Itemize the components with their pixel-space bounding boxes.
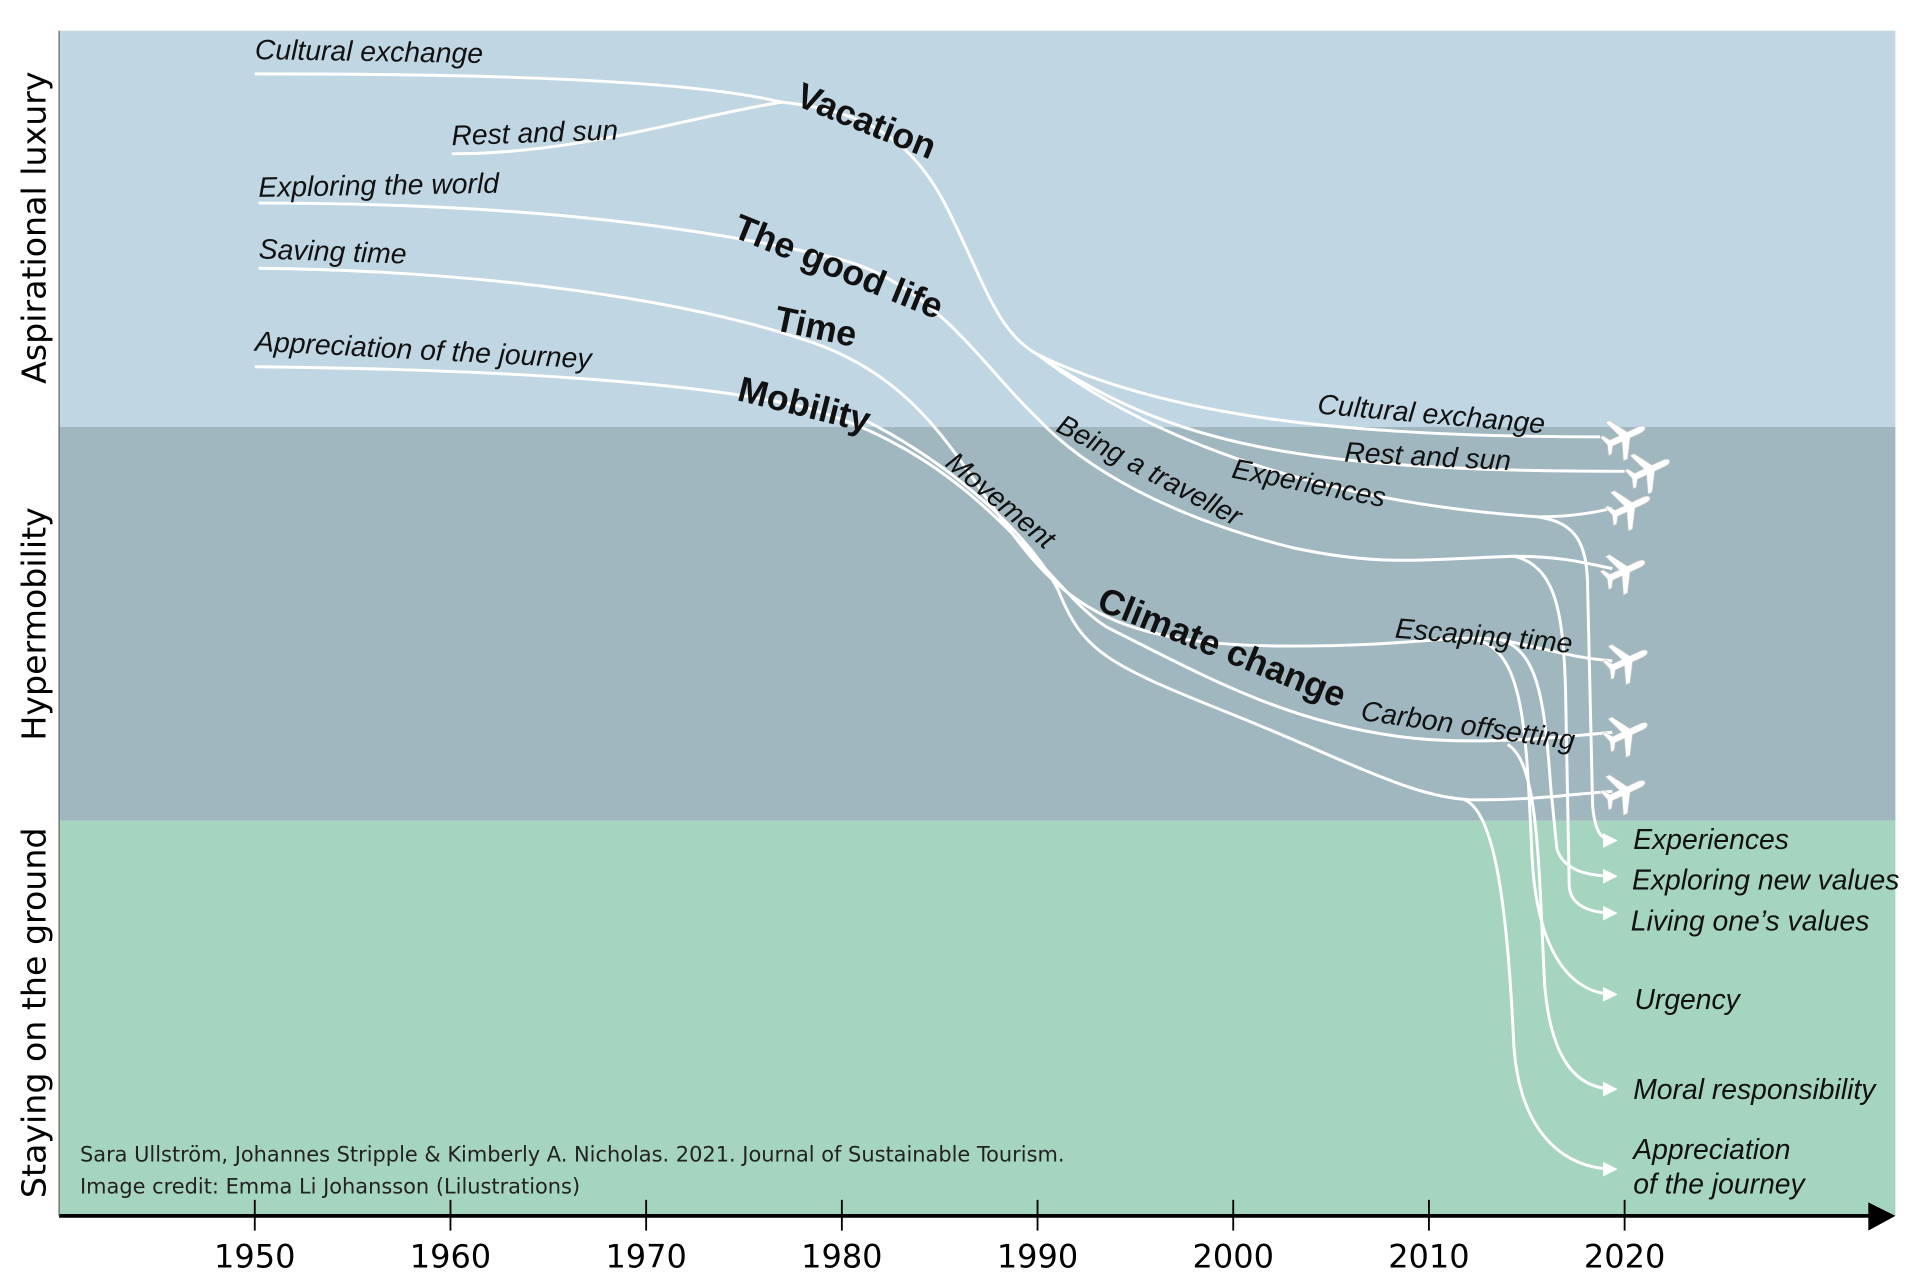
flow-exploring-world <box>258 201 1613 570</box>
tick-label: 1980 <box>801 1238 882 1276</box>
flow-moral-responsibility <box>1506 743 1618 1097</box>
tick-label: 1990 <box>997 1238 1078 1276</box>
band-ground <box>59 820 1896 1216</box>
label-exploring-world: Exploring the world <box>258 167 500 203</box>
tick-label: 2020 <box>1584 1238 1665 1276</box>
axis-arrow-icon <box>1868 1202 1896 1231</box>
outcome-appreciation-line1: Appreciation <box>1631 1133 1790 1165</box>
band-label-ground: Staying on the ground <box>15 828 54 1199</box>
flow-urgency <box>1476 638 1618 1002</box>
tick-label: 2010 <box>1388 1238 1469 1276</box>
axis-ticks: 1950 1960 1970 1980 1990 2000 2010 2020 <box>214 1199 1665 1276</box>
label-saving-time: Saving time <box>258 232 407 269</box>
flow-movement <box>860 417 1613 802</box>
citation: Sara Ullström, Johannes Stripple & Kimbe… <box>80 1143 1065 1167</box>
flow-living-values <box>1513 554 1618 921</box>
flow-to-cultural-exchange <box>1036 353 1601 439</box>
tick-label: 1950 <box>214 1238 295 1276</box>
flow-cultural-exchange <box>254 72 782 104</box>
flow-appreciation <box>1463 798 1618 1177</box>
flow-exploring-new-values <box>1501 638 1618 884</box>
label-rest-and-sun-start: Rest and sun <box>451 113 619 151</box>
tick-label: 1960 <box>410 1238 491 1276</box>
tick-label: 1970 <box>605 1238 686 1276</box>
flow-rest-and-sun <box>451 100 782 156</box>
flow-lines <box>254 72 1625 1177</box>
flow-experiences-ground <box>1538 515 1618 848</box>
flow-to-experiences <box>1036 353 1613 519</box>
image-credit: Image credit: Emma Li Johansson (Lilustr… <box>80 1175 580 1199</box>
outcome-experiences: Experiences <box>1633 823 1789 855</box>
outcome-urgency: Urgency <box>1634 983 1741 1015</box>
outcome-exploring-new-values: Exploring new values <box>1632 864 1899 896</box>
outcome-appreciation-line2: of the journey <box>1633 1168 1806 1200</box>
flow-to-rest-and-sun <box>1036 353 1625 473</box>
flow-saving-time <box>258 266 1613 663</box>
outcome-living-values: Living one’s values <box>1631 904 1870 936</box>
tick-label: 2000 <box>1193 1238 1274 1276</box>
label-cultural-exchange-start: Cultural exchange <box>255 33 484 69</box>
outcome-moral-responsibility: Moral responsibility <box>1633 1073 1877 1105</box>
flow-vacation <box>781 100 1039 356</box>
flow-mobility <box>254 365 1613 743</box>
band-aspirational <box>59 30 1896 428</box>
band-label-aspirational: Aspirational luxury <box>15 71 54 383</box>
band-label-hypermobility: Hypermobility <box>15 507 54 740</box>
